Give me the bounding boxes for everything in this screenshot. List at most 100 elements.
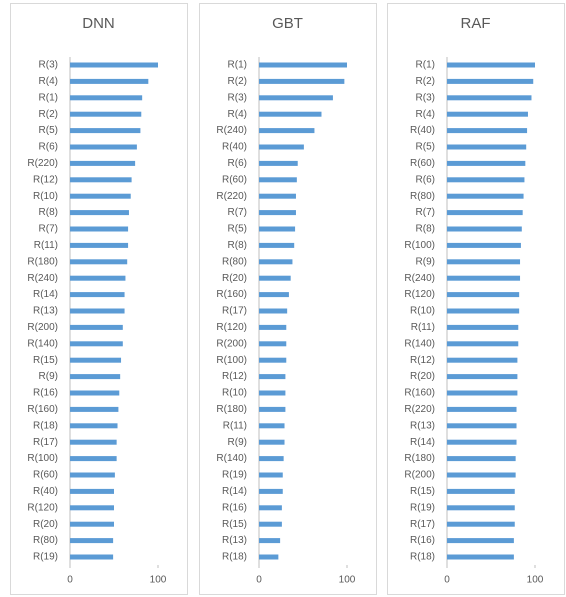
bar: [259, 111, 322, 117]
bar: [70, 292, 125, 298]
bar: [259, 193, 296, 199]
bar: [259, 177, 297, 183]
y-tick-label: R(2): [39, 109, 58, 120]
bar: [447, 505, 515, 511]
bar: [447, 357, 518, 363]
y-tick-label: R(220): [216, 191, 247, 202]
bar: [447, 292, 520, 298]
y-tick-label: R(18): [33, 420, 58, 431]
bar: [259, 390, 286, 396]
y-tick-label: R(11): [34, 240, 58, 251]
bar: [259, 423, 285, 429]
y-tick-label: R(80): [222, 256, 247, 267]
bar: [70, 423, 118, 429]
panel: [10, 3, 188, 595]
bar: [70, 439, 117, 445]
bar: [447, 144, 527, 150]
bar: [447, 78, 534, 84]
y-tick-label: R(40): [410, 125, 435, 136]
y-tick-label: R(100): [404, 240, 435, 251]
y-tick-label: R(17): [222, 306, 247, 317]
y-tick-label: R(180): [404, 453, 435, 464]
y-tick-label: R(2): [416, 76, 435, 87]
y-tick-label: R(100): [27, 453, 58, 464]
bar: [447, 472, 516, 478]
bar: [259, 210, 296, 216]
y-tick-label: R(15): [33, 355, 58, 366]
bar: [259, 538, 281, 544]
x-tick-label: 0: [256, 575, 262, 586]
y-tick-label: R(6): [228, 158, 247, 169]
y-tick-label: R(12): [410, 355, 435, 366]
bar: [70, 456, 117, 462]
bar: [70, 324, 123, 330]
chart-title: GBT: [272, 15, 303, 32]
y-tick-label: R(220): [404, 404, 435, 415]
y-tick-label: R(60): [222, 174, 247, 185]
bar: [70, 226, 129, 232]
y-tick-label: R(6): [416, 174, 435, 185]
y-tick-label: R(9): [39, 371, 58, 382]
y-tick-label: R(5): [416, 142, 435, 153]
bar: [447, 341, 519, 347]
y-tick-label: R(17): [33, 437, 58, 448]
bar: [70, 177, 132, 183]
bar: [259, 456, 284, 462]
bar: [447, 439, 517, 445]
y-tick-label: R(19): [33, 552, 58, 563]
bar: [259, 226, 296, 232]
bar: [70, 210, 129, 216]
y-tick-label: R(160): [404, 388, 435, 399]
bar: [259, 554, 279, 560]
bar: [259, 357, 287, 363]
y-tick-label: R(140): [216, 453, 247, 464]
y-tick-label: R(3): [39, 60, 58, 71]
bar: [70, 538, 114, 544]
y-tick-label: R(80): [33, 535, 58, 546]
y-tick-label: R(240): [27, 273, 58, 284]
y-tick-label: R(11): [411, 322, 435, 333]
bar: [447, 193, 524, 199]
y-tick-label: R(20): [33, 519, 58, 530]
y-tick-label: R(4): [228, 109, 247, 120]
y-tick-label: R(7): [228, 207, 247, 218]
bar: [259, 324, 287, 330]
x-tick-label: 0: [67, 575, 73, 586]
y-tick-label: R(240): [216, 125, 247, 136]
y-tick-label: R(180): [27, 256, 58, 267]
bar: [70, 95, 143, 101]
bar: [447, 242, 521, 248]
bar: [259, 488, 283, 494]
y-tick-label: R(40): [222, 142, 247, 153]
bar: [447, 538, 514, 544]
bar: [447, 160, 526, 166]
bar: [70, 128, 141, 134]
bar: [259, 521, 282, 527]
bar: [70, 259, 128, 265]
y-tick-label: R(160): [216, 289, 247, 300]
bar: [447, 275, 521, 281]
y-tick-label: R(100): [216, 355, 247, 366]
y-tick-label: R(200): [404, 470, 435, 481]
bar: [259, 128, 315, 134]
y-tick-label: R(18): [222, 552, 247, 563]
bar: [70, 554, 114, 560]
bar: [447, 554, 514, 560]
bar: [70, 357, 122, 363]
x-tick-label: 100: [339, 575, 356, 586]
bar: [70, 308, 125, 314]
y-tick-label: R(11): [223, 420, 247, 431]
y-tick-label: R(16): [222, 502, 247, 513]
y-tick-label: R(10): [410, 306, 435, 317]
bar: [447, 210, 523, 216]
y-tick-label: R(80): [410, 191, 435, 202]
y-tick-label: R(8): [416, 224, 435, 235]
y-tick-label: R(20): [222, 273, 247, 284]
bar: [70, 193, 131, 199]
panel: [199, 3, 377, 595]
y-tick-label: R(14): [222, 486, 247, 497]
y-tick-label: R(10): [33, 191, 58, 202]
bar: [259, 275, 291, 281]
y-tick-label: R(4): [416, 109, 435, 120]
y-tick-label: R(12): [33, 174, 58, 185]
